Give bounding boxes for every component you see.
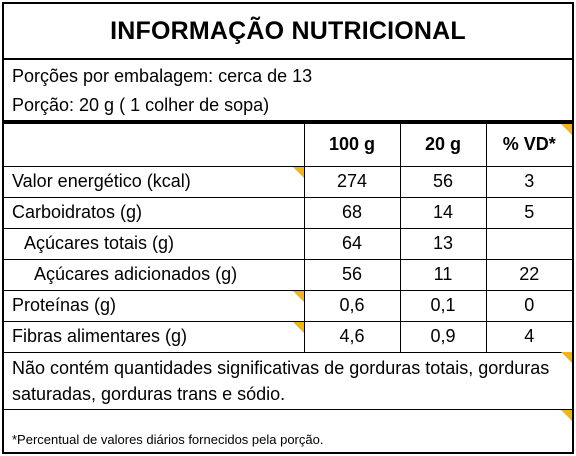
value-vd (485, 227, 572, 260)
table-row: Proteínas (g) 0,6 0,1 0 (4, 289, 572, 322)
corner-marker-icon (292, 290, 304, 302)
nutrient-name-text: Proteínas (g) (12, 295, 117, 315)
value-100g: 0,6 (303, 289, 401, 322)
value-20g: 11 (399, 258, 487, 291)
nutrient-name: Carboidratos (g) (4, 196, 305, 229)
corner-marker-icon (292, 321, 304, 333)
nutrient-name-text: Fibras alimentares (g) (12, 326, 188, 346)
table-row: Fibras alimentares (g) 4,6 0,9 4 (4, 320, 572, 353)
value-20g: 0,9 (399, 320, 487, 353)
nutrient-name: Açúcares totais (g) (4, 227, 305, 260)
header-percent-dv-label: % VD* (502, 134, 556, 155)
label-title: INFORMAÇÃO NUTRICIONAL (4, 4, 572, 60)
header-per-20g: 20 g (399, 124, 487, 167)
corner-marker-icon (561, 410, 572, 421)
corner-marker-icon (292, 166, 304, 178)
footnote: *Percentual de valores diários fornecido… (12, 432, 324, 447)
header-blank (4, 124, 305, 167)
value-100g: 56 (303, 258, 401, 291)
value-100g: 4,6 (303, 320, 401, 353)
value-vd: 3 (485, 165, 572, 198)
table-header-row: 100 g 20 g % VD* (4, 124, 572, 167)
value-20g: 0,1 (399, 289, 487, 322)
nutrient-name: Fibras alimentares (g) (4, 320, 305, 353)
header-percent-dv: % VD* (485, 124, 572, 167)
corner-marker-icon (561, 352, 572, 363)
header-per-100g: 100 g (303, 124, 401, 167)
value-vd: 5 (485, 196, 572, 229)
value-20g: 14 (399, 196, 487, 229)
corner-marker-icon (561, 124, 572, 135)
serving-size: Porção: 20 g ( 1 colher de sopa) (12, 95, 270, 115)
nutrient-name-text: Valor energético (kcal) (12, 171, 191, 191)
nutrient-table: 100 g 20 g % VD* Valor energético (kcal)… (4, 124, 572, 353)
thick-divider (4, 120, 572, 124)
note-text: Não contém quantidades significativas de… (12, 358, 550, 404)
table-row: Açúcares totais (g) 64 13 (4, 227, 572, 260)
table-row: Carboidratos (g) 68 14 5 (4, 196, 572, 229)
value-100g: 274 (303, 165, 401, 198)
insignificant-amounts-note: Não contém quantidades significativas de… (4, 352, 572, 410)
value-100g: 68 (303, 196, 401, 229)
servings-per-package: Porções por embalagem: cerca de 13 (12, 66, 313, 86)
table-row: Valor energético (kcal) 274 56 3 (4, 165, 572, 198)
nutrient-name: Proteínas (g) (4, 289, 305, 322)
value-20g: 56 (399, 165, 487, 198)
value-100g: 64 (303, 227, 401, 260)
nutrient-name: Valor energético (kcal) (4, 165, 305, 198)
value-vd: 0 (485, 289, 572, 322)
table-row: Açúcares adicionados (g) 56 11 22 (4, 258, 572, 291)
nutrient-name: Açúcares adicionados (g) (4, 258, 305, 291)
value-vd: 22 (485, 258, 572, 291)
value-20g: 13 (399, 227, 487, 260)
value-vd: 4 (485, 320, 572, 353)
